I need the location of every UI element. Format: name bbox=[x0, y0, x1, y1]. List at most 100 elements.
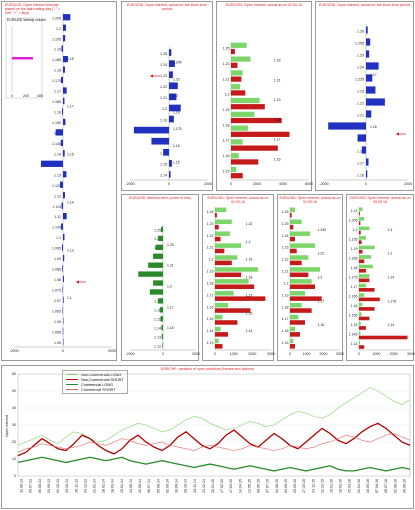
data-label: 1.19 bbox=[67, 57, 74, 61]
call-bar bbox=[231, 111, 255, 117]
y-tick-label: 1.18 bbox=[54, 69, 61, 73]
y-tick-label: 1.25 bbox=[357, 53, 364, 57]
bar bbox=[62, 286, 64, 293]
call-bar bbox=[359, 331, 361, 336]
put-bar bbox=[231, 104, 265, 110]
y-tick-label: 1.17 bbox=[207, 293, 214, 297]
call-bar bbox=[290, 231, 310, 236]
y-tick-label: 1.21 bbox=[160, 96, 167, 100]
put-bar bbox=[359, 240, 362, 244]
put-bar bbox=[215, 320, 238, 325]
x-tick-label: 30.08.16 bbox=[402, 479, 406, 493]
y-tick-label: 1.26 bbox=[282, 210, 289, 214]
y-tick-label: 1.19 bbox=[282, 293, 289, 297]
bar bbox=[357, 134, 366, 142]
data-label: 1.14 bbox=[246, 329, 253, 333]
put-bar bbox=[290, 248, 297, 254]
bar bbox=[61, 223, 63, 230]
data-label: 1.25 bbox=[167, 243, 174, 247]
call-bar bbox=[359, 274, 370, 278]
data-label: 1.21 bbox=[274, 78, 281, 82]
bar bbox=[169, 82, 178, 90]
bar bbox=[63, 192, 65, 199]
panel-6-title: EUR/USD: Open interest, actual as on 02.… bbox=[207, 196, 269, 204]
panel-9-svg: 0 10 20 30 40 50 60 Open Interest 11.06.13 09.07.… bbox=[5, 372, 411, 493]
data-label: 1.23 bbox=[173, 77, 180, 81]
data-label: 1.17 bbox=[67, 105, 74, 109]
y-tick-label: 1.16 bbox=[351, 304, 358, 308]
data-label: 1.1 bbox=[67, 296, 72, 300]
data-label: 1.2 bbox=[246, 240, 251, 244]
data-label: 1.245 bbox=[173, 61, 182, 65]
bar bbox=[153, 253, 163, 259]
y-tick-label: 1.26 bbox=[357, 29, 364, 33]
x-tick-label: 0 bbox=[214, 352, 216, 356]
x-tick-label: 3000 bbox=[407, 352, 415, 356]
y-tick-label: 1.19 bbox=[351, 247, 358, 251]
call-bar bbox=[290, 279, 312, 284]
bar bbox=[63, 87, 67, 94]
y-tick-label: 1.075 bbox=[52, 289, 61, 293]
y-tick-label: 20 bbox=[12, 440, 16, 444]
data-label: 1.18 bbox=[274, 118, 281, 122]
y-tick-label: 1.145 bbox=[349, 333, 358, 337]
bar bbox=[158, 298, 163, 304]
y-tick-label: 1.125 bbox=[52, 184, 61, 188]
y-tick-label: 1.17 bbox=[357, 161, 364, 165]
chart-panel-8: EUR/USD: Open interest, actual as on 05.… bbox=[346, 194, 415, 361]
x-tick-label: 15.04.14 bbox=[120, 479, 124, 493]
bar bbox=[161, 333, 163, 340]
x-tick-label: 24.11.15 bbox=[311, 479, 315, 493]
y-tick-label: 1.165 bbox=[52, 100, 61, 104]
y-tick-label: 1.2 bbox=[284, 281, 289, 285]
data-label: 1.19 bbox=[173, 111, 180, 115]
y-tick-label: 1.16 bbox=[282, 329, 289, 333]
put-bar bbox=[231, 131, 290, 137]
y-tick-label: 1.2 bbox=[162, 107, 167, 111]
y-tick-label: 1.255 bbox=[355, 41, 364, 45]
y-tick-label: 1.2 bbox=[56, 27, 61, 31]
put-bar bbox=[359, 335, 408, 340]
chart-panel-7: EUR/USD: Open interest, actual as on 02.… bbox=[277, 194, 344, 361]
call-bar bbox=[290, 267, 320, 272]
x-tick-label: 07.06.16 bbox=[375, 479, 379, 493]
data-label: 1.15 bbox=[167, 326, 174, 330]
data-label: 1.2 bbox=[388, 252, 393, 256]
data-label: 1.16 bbox=[318, 323, 325, 327]
put-bar bbox=[215, 224, 219, 230]
y-tick-label: 1.21 bbox=[357, 113, 364, 117]
bar bbox=[40, 160, 63, 167]
x-tick-label: 02.08.16 bbox=[393, 479, 397, 493]
chart-panel-1: EUR/USD: Open interest forecast based on… bbox=[1, 1, 117, 361]
panel-6-svg: 1.24 1.23 1.22 1.21 1.2 1.19 1.18 1.17 1.16 1.15 1… bbox=[207, 207, 275, 356]
x-tick-label: 17.02.15 bbox=[220, 479, 224, 493]
y-tick-label: 1.22 bbox=[207, 234, 214, 238]
put-bar bbox=[215, 308, 251, 313]
call-bar bbox=[290, 326, 295, 332]
bar bbox=[169, 93, 177, 101]
y-tick-label: 1.17 bbox=[54, 90, 61, 94]
x-tick-label: 14.04.15 bbox=[238, 479, 242, 493]
y-tick-label: 1.175 bbox=[52, 79, 61, 83]
bar bbox=[62, 244, 63, 251]
y-tick-label: 1.24 bbox=[154, 237, 161, 241]
panel-8-svg: 1.21 1.205 1.2 1.195 1.19 1.185 1.18 1.175 1.17 1… bbox=[349, 207, 415, 356]
x-tick-label: 08.07.14 bbox=[147, 479, 151, 493]
panel-2-title: EUR/USD: Open interest, actual for the s… bbox=[127, 3, 207, 11]
call-bar bbox=[231, 139, 243, 145]
put-bar bbox=[231, 90, 246, 96]
y-tick-label: 1.195 bbox=[52, 37, 61, 41]
data-label: 1.14 bbox=[388, 323, 395, 327]
bar bbox=[63, 150, 65, 157]
call-bar bbox=[231, 56, 251, 62]
inset-x-tick: 0 bbox=[11, 94, 13, 98]
x-tick-label: 18.03.14 bbox=[111, 479, 115, 493]
bar bbox=[169, 49, 172, 56]
bar bbox=[133, 126, 169, 134]
y-tick-label: 1.17 bbox=[223, 139, 230, 143]
x-tick-label: 2000 bbox=[253, 182, 261, 186]
price-arrow-head bbox=[76, 280, 79, 284]
bar bbox=[63, 254, 65, 262]
chart-panel-5: EUR/USD: Medium-term (order of risk) 1.2… bbox=[121, 194, 200, 361]
put-bar bbox=[290, 224, 294, 230]
